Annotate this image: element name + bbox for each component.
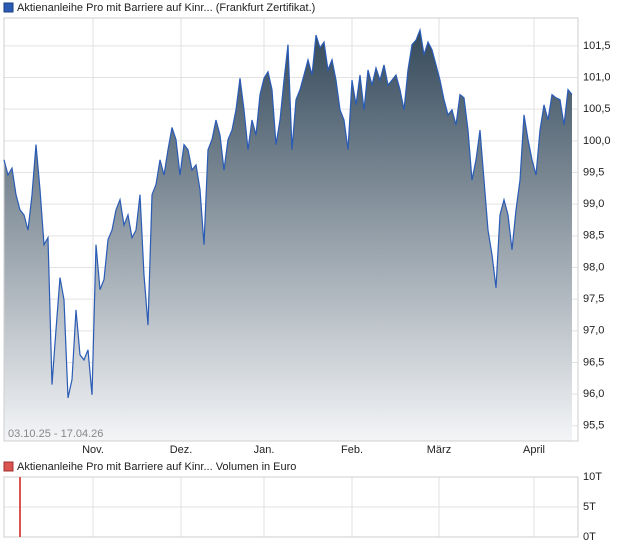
volume-frame: [3, 476, 579, 538]
date-range: 03.10.25 - 17.04.26: [8, 428, 103, 440]
x-tick-label: März: [427, 444, 451, 456]
y-tick-label: 100,0: [583, 135, 611, 147]
plot-frame: [3, 17, 579, 442]
y-tick-label: 98,5: [583, 230, 604, 242]
x-tick-label: Dez.: [170, 444, 193, 456]
y-tick-label: 101,0: [583, 71, 611, 83]
x-tick-label: April: [523, 444, 545, 456]
y-tick-label: 101,5: [583, 40, 611, 52]
x-tick-label: Feb.: [341, 444, 363, 456]
legend-swatch: [3, 461, 14, 472]
y-tick-label: 98,0: [583, 261, 604, 273]
y-tick-label: 99,5: [583, 166, 604, 178]
y-tick-label: 97,5: [583, 293, 604, 305]
x-tick-label: Jan.: [254, 444, 275, 456]
legend-label: Aktienanleihe Pro mit Barriere auf Kinr.…: [17, 2, 315, 14]
y-tick-label: 10T: [583, 471, 602, 483]
legend-label: Aktienanleihe Pro mit Barriere auf Kinr.…: [17, 461, 296, 473]
y-tick-label: 5T: [583, 501, 596, 513]
y-tick-label: 100,5: [583, 103, 611, 115]
y-tick-label: 0T: [583, 531, 596, 543]
x-tick-label: Nov.: [82, 444, 104, 456]
y-tick-label: 97,0: [583, 325, 604, 337]
price-line: [3, 27, 573, 399]
volume-bar: [19, 477, 21, 537]
y-tick-label: 96,0: [583, 388, 604, 400]
legend-swatch: [3, 2, 14, 13]
y-tick-label: 99,0: [583, 198, 604, 210]
y-tick-label: 96,5: [583, 356, 604, 368]
area-fill: [4, 30, 572, 441]
y-tick-label: 95,5: [583, 420, 604, 432]
